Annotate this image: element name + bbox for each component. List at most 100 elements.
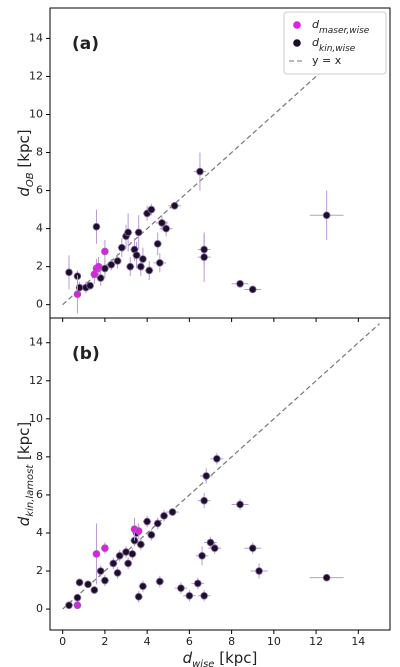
point <box>115 552 124 560</box>
point <box>322 211 331 220</box>
point <box>162 224 170 233</box>
point <box>200 496 208 505</box>
point <box>200 253 208 261</box>
point <box>236 279 244 288</box>
x-tick-label: 8 <box>228 635 235 648</box>
point <box>137 262 145 271</box>
y-axis-label-symbol: d <box>15 187 33 197</box>
point <box>118 243 126 252</box>
point <box>153 240 162 248</box>
x-axis-label-subscript: wise <box>192 659 214 667</box>
point <box>153 519 162 528</box>
x-tick-label: 0 <box>59 635 66 648</box>
point <box>177 584 185 592</box>
point <box>113 569 122 577</box>
point <box>147 531 156 539</box>
legend-label-symbol: d <box>312 18 320 31</box>
point <box>90 586 99 594</box>
point <box>101 264 109 273</box>
point <box>185 591 194 600</box>
y-tick-label: 10 <box>29 412 43 425</box>
x-axis-label-symbol: d <box>183 649 193 667</box>
point <box>126 262 135 271</box>
point <box>124 559 132 568</box>
point <box>96 274 105 282</box>
point <box>143 517 151 526</box>
x-tick-label: 6 <box>186 635 193 648</box>
point <box>210 544 219 552</box>
x-axis-label: dwise [kpc] <box>183 649 258 667</box>
point <box>202 472 211 480</box>
y-tick-label: 4 <box>36 222 43 235</box>
y-axis-label-subscript: kin,lamost <box>25 464 36 517</box>
panel-label: (a) <box>72 34 99 54</box>
point <box>122 548 130 556</box>
point <box>198 552 206 560</box>
x-tick-label: 12 <box>309 635 323 648</box>
y-tick-label: 12 <box>29 69 43 82</box>
point <box>101 544 109 552</box>
point <box>134 527 143 535</box>
point <box>92 550 101 558</box>
y-axis-label-unit: [kpc] <box>15 129 33 167</box>
point <box>236 500 244 509</box>
y-tick-label: 12 <box>29 374 43 387</box>
y-tick-label: 4 <box>36 526 43 539</box>
point <box>86 281 94 290</box>
legend-box <box>283 11 387 75</box>
y-tick-label: 8 <box>36 146 43 159</box>
point <box>194 579 202 588</box>
point <box>94 262 103 271</box>
point <box>170 201 179 210</box>
y-axis-label: dOB [kpc] <box>15 129 36 196</box>
point <box>124 228 132 237</box>
point <box>92 222 101 231</box>
point <box>73 601 82 610</box>
y-tick-label: 6 <box>36 488 43 501</box>
y-tick-label: 8 <box>36 450 43 463</box>
point <box>101 576 109 585</box>
x-tick-label: 4 <box>144 635 151 648</box>
point <box>213 454 221 463</box>
y-axis-label-subscript: OB <box>25 172 36 187</box>
panel-label: (b) <box>72 344 100 364</box>
y-axis-label-unit: [kpc] <box>15 422 33 460</box>
x-axis-label-unit: [kpc] <box>219 649 257 667</box>
point <box>132 251 141 260</box>
y-axis-label: dkin,lamost [kpc] <box>15 422 36 526</box>
legend-label-subscript: kin,wise <box>319 44 356 54</box>
point <box>75 578 84 587</box>
y-axis-label-symbol: d <box>15 516 33 526</box>
point <box>156 577 164 586</box>
y-tick-label: 14 <box>29 336 43 349</box>
y-tick-label: 0 <box>36 602 43 615</box>
point <box>248 544 257 552</box>
y-tick-label: 2 <box>36 564 43 577</box>
point <box>196 167 204 176</box>
point <box>73 593 82 602</box>
point <box>206 538 215 547</box>
point <box>200 245 208 254</box>
point <box>158 219 166 227</box>
point <box>84 580 92 589</box>
x-tick-label: 14 <box>351 635 365 648</box>
y-tick-label: 10 <box>29 108 43 121</box>
point <box>128 550 137 558</box>
point <box>137 540 145 549</box>
point <box>65 601 73 610</box>
legend-label-symbol: d <box>312 36 320 49</box>
y-tick-label: 14 <box>29 31 43 44</box>
point <box>73 290 82 299</box>
legend-label: dkin,wise <box>312 36 356 54</box>
legend-marker <box>293 21 301 29</box>
plot-frame <box>49 317 391 631</box>
x-tick-label: 10 <box>267 635 281 648</box>
legend-marker <box>293 39 301 47</box>
point <box>65 268 73 277</box>
point <box>168 508 177 516</box>
point <box>322 573 331 582</box>
point <box>248 285 257 294</box>
point <box>145 266 154 275</box>
point <box>200 591 208 600</box>
